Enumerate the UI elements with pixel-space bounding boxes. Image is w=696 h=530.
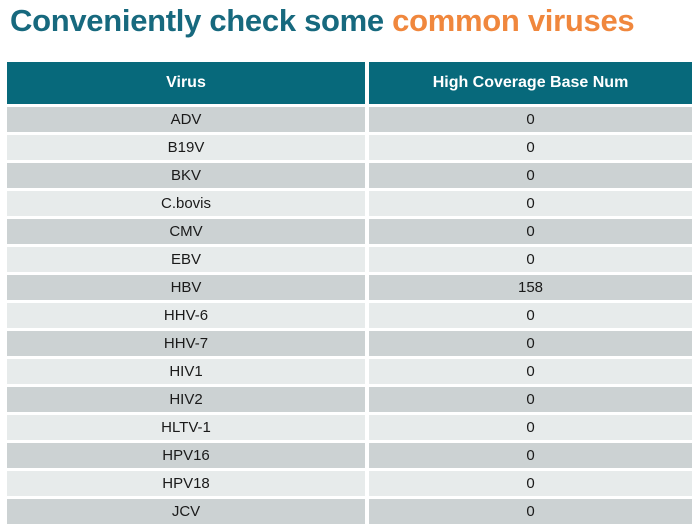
virus-table: Virus High Coverage Base Num ADV 0 B19V 0 BK… xyxy=(7,59,692,527)
table-row: HIV2 0 xyxy=(7,387,692,412)
coverage-value-cell: 0 xyxy=(369,471,692,496)
virus-name-cell: HIV2 xyxy=(7,387,369,412)
coverage-value-cell: 0 xyxy=(369,163,692,188)
table-row: BKV 0 xyxy=(7,163,692,188)
title-main-text: Conveniently check some xyxy=(10,3,393,38)
coverage-value-cell: 0 xyxy=(369,359,692,384)
table-row: HBV 158 xyxy=(7,275,692,300)
coverage-value-cell: 0 xyxy=(369,107,692,132)
table-row: B19V 0 xyxy=(7,135,692,160)
coverage-value-cell: 0 xyxy=(369,303,692,328)
virus-name-cell: HHV-6 xyxy=(7,303,369,328)
virus-name-cell: ADV xyxy=(7,107,369,132)
virus-name-cell: HHV-7 xyxy=(7,331,369,356)
table-row: HIV1 0 xyxy=(7,359,692,384)
coverage-value-cell: 0 xyxy=(369,443,692,468)
table-row: HPV18 0 xyxy=(7,471,692,496)
virus-name-cell: JCV xyxy=(7,499,369,524)
coverage-value-cell: 158 xyxy=(369,275,692,300)
table-body: ADV 0 B19V 0 BKV 0 C.bovis 0 CMV 0 EBV 0 HBV 158 HHV-6… xyxy=(7,107,692,524)
coverage-value-cell: 0 xyxy=(369,387,692,412)
virus-name-cell: C.bovis xyxy=(7,191,369,216)
virus-name-cell: B19V xyxy=(7,135,369,160)
title-highlight-text: common viruses xyxy=(392,3,635,38)
table-header: Virus High Coverage Base Num xyxy=(7,62,692,104)
virus-name-cell: CMV xyxy=(7,219,369,244)
virus-name-cell: EBV xyxy=(7,247,369,272)
coverage-value-cell: 0 xyxy=(369,331,692,356)
virus-name-cell: HBV xyxy=(7,275,369,300)
column-header-virus: Virus xyxy=(7,62,369,104)
table-row: C.bovis 0 xyxy=(7,191,692,216)
table-row: HPV16 0 xyxy=(7,443,692,468)
coverage-value-cell: 0 xyxy=(369,247,692,272)
virus-name-cell: HPV18 xyxy=(7,471,369,496)
table-header-row: Virus High Coverage Base Num xyxy=(7,62,692,104)
virus-name-cell: BKV xyxy=(7,163,369,188)
coverage-value-cell: 0 xyxy=(369,191,692,216)
virus-name-cell: HIV1 xyxy=(7,359,369,384)
table-row: JCV 0 xyxy=(7,499,692,524)
table-row: HLTV-1 0 xyxy=(7,415,692,440)
table-row: HHV-6 0 xyxy=(7,303,692,328)
table-row: EBV 0 xyxy=(7,247,692,272)
page-title: Conveniently check some common viruses xyxy=(10,2,696,40)
virus-name-cell: HPV16 xyxy=(7,443,369,468)
coverage-value-cell: 0 xyxy=(369,135,692,160)
coverage-value-cell: 0 xyxy=(369,415,692,440)
coverage-value-cell: 0 xyxy=(369,219,692,244)
table-row: CMV 0 xyxy=(7,219,692,244)
virus-name-cell: HLTV-1 xyxy=(7,415,369,440)
column-header-high-coverage-base-num: High Coverage Base Num xyxy=(369,62,692,104)
table-row: HHV-7 0 xyxy=(7,331,692,356)
table-row: ADV 0 xyxy=(7,107,692,132)
coverage-value-cell: 0 xyxy=(369,499,692,524)
